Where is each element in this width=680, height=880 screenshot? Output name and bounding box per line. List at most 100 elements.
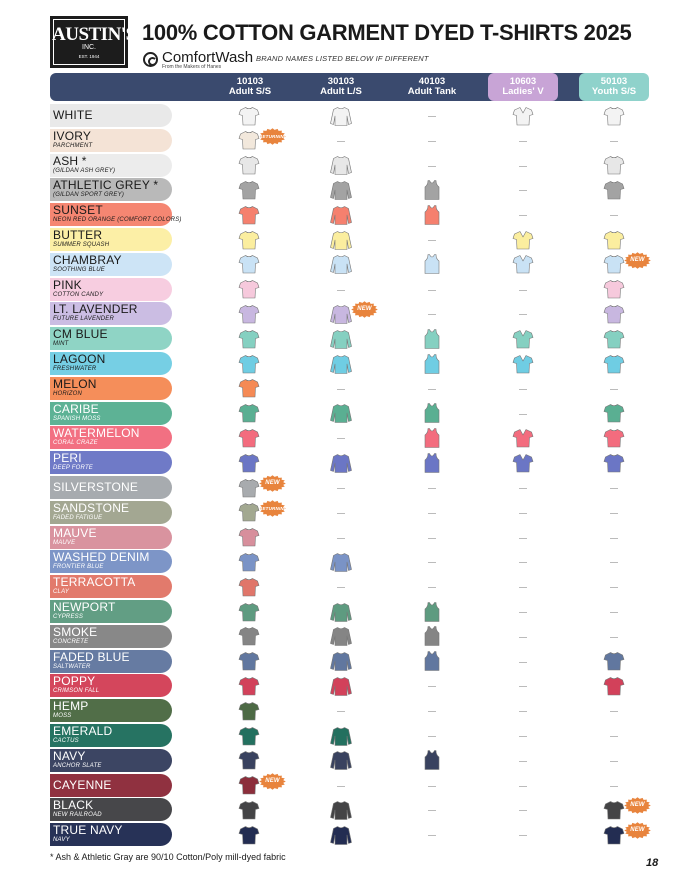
- color-row-label: NAVY ANCHOR SLATE: [50, 748, 172, 772]
- shirt-swatch-icon: [603, 353, 625, 375]
- austins-logo: AUSTIN'S INC. EST. 1944: [50, 16, 136, 68]
- shirt-swatch-icon: [330, 452, 352, 474]
- new-badge: NEW: [624, 797, 651, 815]
- brand-color-name: FADED FATIGUE: [53, 514, 103, 521]
- shirt-swatch-icon: [421, 402, 443, 424]
- brand-color-name: CRIMSON FALL: [53, 688, 100, 695]
- shirt-swatch-icon: [603, 154, 625, 176]
- color-row-label: ATHLETIC GREY * (GILDAN SPORT GREY): [50, 178, 172, 202]
- not-available-dash: [428, 289, 436, 291]
- not-available-dash: [610, 388, 618, 390]
- column-header-10103: 10103 Adult S/S: [228, 76, 272, 97]
- shirt-swatch-icon: [421, 353, 443, 375]
- shirt-swatch-icon: [238, 725, 260, 747]
- shirt-swatch-icon: [603, 402, 625, 424]
- color-row-label: NEWPORT CYPRESS: [50, 600, 172, 623]
- shirt-swatch-icon: [512, 452, 534, 474]
- brand-color-name: ANCHOR SLATE: [53, 762, 102, 769]
- shirt-swatch-icon: [603, 452, 625, 474]
- shirt-swatch-icon: [238, 774, 260, 796]
- new-badge: NEW: [259, 772, 286, 790]
- not-available-dash: [428, 140, 436, 142]
- returning-badge: RETURNING: [259, 499, 287, 517]
- shirt-swatch-icon: [330, 402, 352, 424]
- color-row-label: FADED BLUE SALTWATER: [50, 649, 172, 673]
- shirt-swatch-icon: [603, 303, 625, 325]
- shirt-swatch-icon: [238, 700, 260, 722]
- not-available-dash: [519, 314, 527, 316]
- brand-color-name: CORAL CRAZE: [53, 440, 98, 447]
- not-available-dash: [337, 587, 345, 589]
- not-available-dash: [519, 537, 527, 539]
- shirt-swatch-icon: [330, 799, 352, 821]
- shirt-swatch-icon: [603, 427, 625, 449]
- not-available-dash: [519, 835, 527, 837]
- shirt-swatch-icon: [330, 105, 352, 127]
- shirt-swatch-icon: [330, 328, 352, 350]
- color-name: ATHLETIC GREY *: [53, 178, 159, 193]
- color-row-label: SMOKE CONCRETE: [50, 624, 172, 648]
- shirt-swatch-icon: [238, 377, 260, 399]
- brand-color-name: (GILDAN ASH GREY): [53, 167, 116, 174]
- color-row-label: POPPY CRIMSON FALL: [50, 674, 172, 698]
- not-available-dash: [428, 314, 436, 316]
- brand-color-name: (GILDAN SPORT GREY): [53, 192, 125, 199]
- shirt-swatch-icon: [421, 179, 443, 201]
- color-name: SILVERSTONE: [53, 480, 139, 494]
- shirt-swatch-icon: [421, 452, 443, 474]
- not-available-dash: [428, 116, 436, 117]
- shirt-swatch-icon: [238, 501, 260, 523]
- not-available-dash: [337, 785, 345, 787]
- shirt-swatch-icon: [238, 402, 260, 424]
- brand-color-name: SUMMER SQUASH: [53, 242, 110, 248]
- brand-color-name: SPANISH MOSS: [53, 415, 101, 422]
- color-name: PINK: [53, 277, 82, 292]
- color-row-label: IVORY PARCHMENT: [50, 128, 172, 152]
- not-available-dash: [428, 537, 436, 539]
- shirt-swatch-icon: [512, 427, 534, 449]
- new-badge: NEW: [351, 301, 378, 319]
- brand-name: ComfortWash: [162, 49, 254, 66]
- shirt-swatch-icon: [238, 824, 260, 846]
- shirt-swatch-icon: [330, 229, 352, 251]
- page-number: 18: [646, 857, 659, 869]
- shirt-swatch-icon: [330, 601, 352, 623]
- shirt-swatch-icon: [238, 601, 260, 623]
- not-available-dash: [519, 686, 527, 688]
- shirt-swatch-icon: [238, 477, 260, 499]
- shirt-swatch-icon: [421, 328, 443, 350]
- color-name: BLACK: [53, 798, 94, 813]
- color-name: POPPY: [53, 674, 96, 689]
- not-available-dash: [519, 785, 527, 787]
- shirt-swatch-icon: [238, 179, 260, 201]
- shirt-swatch-icon: [238, 278, 260, 300]
- shirt-swatch-icon: [603, 179, 625, 201]
- color-name: BUTTER: [53, 228, 103, 242]
- shirt-swatch-icon: [330, 749, 352, 771]
- not-available-dash: [610, 785, 618, 787]
- color-row-label: SILVERSTONE: [50, 476, 172, 499]
- not-available-dash: [428, 240, 436, 241]
- brand-color-name: COTTON CANDY: [53, 291, 104, 298]
- not-available-dash: [519, 512, 527, 514]
- not-available-dash: [519, 289, 527, 291]
- not-available-dash: [337, 140, 345, 142]
- not-available-dash: [337, 711, 345, 713]
- color-row-label: PINK COTTON CANDY: [50, 277, 172, 301]
- not-available-dash: [519, 736, 527, 737]
- color-row-label: MELON HORIZON: [50, 376, 172, 400]
- not-available-dash: [610, 612, 618, 613]
- not-available-dash: [519, 413, 527, 415]
- color-name: SMOKE: [53, 624, 98, 639]
- not-available-dash: [610, 512, 618, 514]
- brand-color-name: CYPRESS: [53, 614, 84, 620]
- not-available-dash: [337, 512, 345, 514]
- not-available-dash: [519, 140, 527, 142]
- not-available-dash: [337, 289, 345, 291]
- not-available-dash: [610, 537, 618, 539]
- returning-badge: RETURNING: [259, 127, 287, 145]
- brand-color-name: CLAY: [53, 589, 70, 596]
- not-available-dash: [428, 810, 436, 812]
- shirt-swatch-icon: [238, 576, 260, 598]
- shirt-swatch-icon: [512, 353, 534, 375]
